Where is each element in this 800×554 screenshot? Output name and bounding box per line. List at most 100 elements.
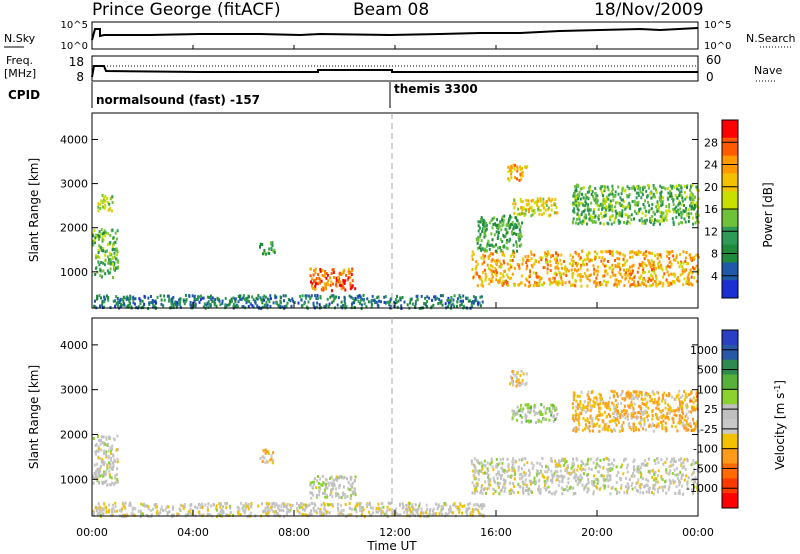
power-pixel [633,276,636,280]
power-pixel [544,208,547,212]
nsky-panel: N.Sky 10^5 10^0 10^5 10^0 N.Search [4,20,796,52]
velocity-pixel [559,469,562,473]
power-pixel [575,186,578,190]
velocity-pixel [590,406,593,410]
velocity-pixel [263,509,266,513]
velocity-pixel [249,511,252,515]
power-pixel [482,227,485,231]
velocity-pixel [308,503,311,507]
power-pixel [328,302,331,306]
power-pixel [483,235,486,239]
power-pixel [415,295,418,298]
power-pixel [113,261,116,265]
nsearch-label: N.Search [746,32,796,45]
power-pixel [598,204,601,208]
power-pixel [633,199,636,203]
velocity-pixel [482,471,485,475]
power-pixel [139,302,142,306]
velocity-pixel [631,393,634,397]
power-pixel [631,265,634,269]
power-pixel [293,301,296,304]
power-pixel [626,268,628,272]
velocity-pixel [675,485,678,489]
velocity-pixel [309,483,312,487]
velocity-pixel [674,491,677,495]
power-pixel [467,299,470,303]
power-ylabel: Slant Range [km] [27,158,41,262]
velocity-pixel [109,436,112,440]
velocity-pixel [399,513,402,517]
velocity-pixel [658,396,661,400]
velocity-pixel [262,449,265,453]
power-pixel [661,203,664,206]
power-pixel [215,304,218,308]
velocity-pixel [665,468,668,472]
velocity-pixel [685,474,688,478]
power-pixel [672,258,675,262]
power-pixel [471,257,474,261]
velocity-pixel [585,406,588,409]
power-pixel [674,259,677,262]
power-pixel [623,268,625,272]
power-pixel [265,300,268,304]
velocity-pixel [661,423,664,427]
power-pixel [535,200,538,204]
velocity-pixel [686,482,689,486]
power-pixel [134,297,137,301]
power-pixel [487,257,490,260]
velocity-pixel [521,480,524,484]
power-pixel [358,294,361,298]
velocity-pixel [567,477,570,481]
power-pixel [690,212,693,216]
power-pixel [513,226,516,230]
power-pixel [99,207,102,210]
power-pixel [487,255,490,259]
velocity-pixel [98,457,101,460]
power-pixel [447,296,450,300]
velocity-pixel [654,462,657,465]
power-pixel [332,294,335,298]
power-pixel [316,294,319,297]
velocity-pixel [536,469,539,473]
velocity-pixel [110,476,113,480]
velocity-pixel [564,457,567,461]
power-pixel [651,268,653,271]
power-pixel [658,280,661,284]
power-pixel [201,296,203,300]
velocity-pixel [529,489,532,493]
velocity-pixel [600,474,603,478]
velocity-pixel [629,392,632,396]
power-pixel [581,192,584,196]
velocity-pixel [652,492,655,496]
velocity-pixel [115,473,118,476]
velocity-pixel [570,466,573,470]
power-pixel [637,200,640,204]
velocity-pixel [593,405,596,409]
power-pixel [94,273,97,276]
velocity-pixel [282,509,285,512]
velocity-pixel [102,459,105,463]
power-colorbar-label: 20 [704,181,718,194]
velocity-pixel [114,504,117,508]
power-pixel [343,304,346,308]
velocity-pixel [540,471,543,475]
velocity-pixel [97,506,100,510]
power-pixel [554,197,557,201]
power-pixel [99,246,102,250]
velocity-pixel [422,511,425,515]
velocity-pixel [608,405,611,409]
power-pixel [639,190,642,194]
power-pixel [263,294,266,298]
power-pixel [557,283,560,287]
power-pixel [552,276,555,280]
velocity-pixel [220,511,223,515]
velocity-pixel [622,421,625,425]
velocity-pixel [264,448,267,452]
velocity-pixel [337,508,340,512]
power-pixel [586,222,588,226]
velocity-pixel [582,406,584,410]
power-pixel [353,299,356,303]
velocity-pixel [189,504,192,507]
velocity-pixel [312,506,315,510]
velocity-pixel [631,487,634,491]
